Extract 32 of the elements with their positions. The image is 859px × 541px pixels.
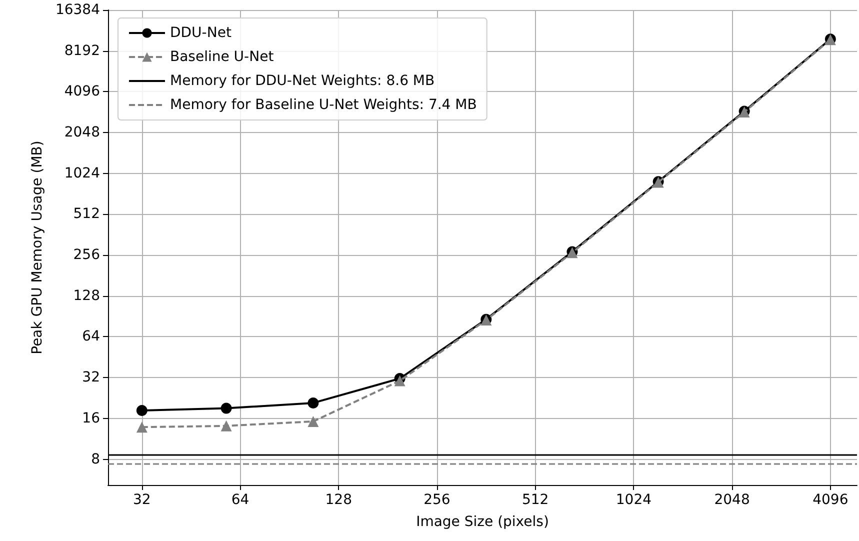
x-tick-label: 256: [424, 492, 450, 508]
legend-label: Memory for DDU-Net Weights: 8.6 MB: [170, 73, 435, 89]
x-tick-label: 128: [325, 492, 352, 508]
y-tick-label: 16384: [55, 2, 100, 18]
point: [308, 416, 319, 427]
point: [220, 402, 232, 414]
legend-label: Baseline U-Net: [170, 49, 274, 65]
legend-label: Memory for Baseline U-Net Weights: 7.4 MB: [170, 97, 477, 113]
x-tick-label: 32: [132, 492, 151, 508]
y-tick-label: 32: [82, 370, 100, 386]
x-tick-label: 2048: [714, 492, 750, 508]
x-axis-title: Image Size (pixels): [416, 514, 549, 530]
x-tick-label: 64: [231, 492, 250, 508]
x-tick-label: 1024: [616, 492, 652, 508]
y-axis-title: Peak GPU Memory Usage (MB): [30, 140, 46, 354]
point: [308, 397, 319, 408]
y-tick-label: 16: [82, 410, 100, 426]
y-tick-label: 128: [73, 288, 100, 304]
y-tick-label: 64: [82, 328, 100, 345]
y-tick-label: 4096: [64, 84, 100, 100]
legend-label: DDU-Net: [170, 25, 232, 41]
x-tick-label: 4096: [812, 492, 848, 508]
y-tick-label: 256: [73, 247, 100, 264]
y-tick-label: 1024: [64, 165, 100, 182]
y-tick-label: 8: [91, 451, 100, 468]
point: [136, 422, 148, 433]
x-tick-label: 512: [522, 492, 549, 508]
y-tick-label: 512: [73, 206, 100, 222]
y-tick-label: 2048: [64, 124, 100, 141]
y-tick-label: 8192: [64, 42, 100, 59]
point: [220, 420, 232, 432]
point: [136, 405, 148, 416]
